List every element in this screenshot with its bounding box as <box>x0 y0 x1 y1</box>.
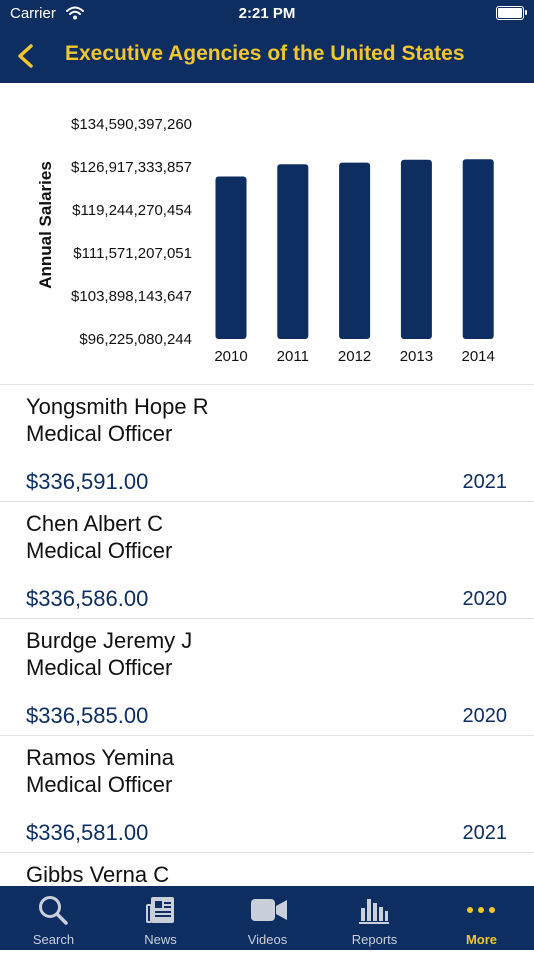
employee-title: Medical Officer <box>26 538 173 563</box>
list-item[interactable]: Chen Albert C Medical Officer $336,586.0… <box>0 501 534 618</box>
tab-more[interactable]: More <box>428 886 534 950</box>
salary-year: 2020 <box>462 705 508 727</box>
y-tick-label: $103,898,143,647 <box>71 288 192 305</box>
status-bar: Carrier 2:21 PM <box>0 0 534 28</box>
bar-2012 <box>339 162 371 339</box>
battery-icon <box>496 6 527 20</box>
bar-2010 <box>215 176 247 339</box>
wifi-icon <box>66 6 84 20</box>
tab-bar: Search News Videos Reports <box>0 886 534 950</box>
tab-label: More <box>465 932 498 947</box>
search-icon <box>39 896 68 925</box>
employee-name: Ramos Yemina <box>26 745 174 770</box>
bar-2011 <box>277 164 309 339</box>
chevron-left-icon <box>18 44 33 68</box>
tab-search[interactable]: Search <box>0 886 107 950</box>
employee-name: Burdge Jeremy J <box>26 628 193 653</box>
tab-news[interactable]: News <box>107 886 214 950</box>
employee-name: Yongsmith Hope R <box>26 394 209 419</box>
status-time: 2:21 PM <box>238 5 296 22</box>
salary-chart: Annual Salaries $96,225,080,244 $103,898,… <box>0 83 534 384</box>
newspaper-icon <box>146 897 174 923</box>
x-tick-label: 2012 <box>338 348 371 365</box>
x-tick-label: 2014 <box>462 348 495 365</box>
tab-reports[interactable]: Reports <box>321 886 428 950</box>
salary-year: 2021 <box>462 471 508 493</box>
y-axis-label: Annual Salaries <box>36 161 55 289</box>
employee-name: Gibbs Verna C <box>26 862 170 887</box>
y-tick-label: $126,917,333,857 <box>71 159 192 176</box>
list-item[interactable]: Yongsmith Hope R Medical Officer $336,59… <box>0 384 534 501</box>
navigation-bar: Executive Agencies of the United States <box>0 28 534 83</box>
video-camera-icon <box>251 899 287 921</box>
back-button[interactable] <box>10 36 46 74</box>
tab-label: Search <box>32 932 75 947</box>
tab-label: News <box>144 932 177 947</box>
carrier-label: Carrier <box>10 5 56 22</box>
bar-2014 <box>462 159 494 339</box>
salary-amount: $336,585.00 <box>26 703 149 728</box>
bar-chart: Annual Salaries $96,225,080,244 $103,898,… <box>36 116 495 365</box>
y-tick-label: $111,571,207,051 <box>73 245 192 262</box>
employee-name: Chen Albert C <box>26 511 163 536</box>
x-tick-label: 2010 <box>214 348 247 365</box>
salary-amount: $336,586.00 <box>26 586 149 611</box>
y-tick-label: $96,225,080,244 <box>79 331 192 348</box>
bar-chart-icon <box>359 899 389 924</box>
salary-amount: $336,591.00 <box>26 469 149 494</box>
y-tick-label: $119,244,270,454 <box>72 202 192 219</box>
salary-amount: $336,581.00 <box>26 820 149 845</box>
list-item[interactable]: Gibbs Verna C <box>0 852 534 969</box>
list-item[interactable]: Ramos Yemina Medical Officer $336,581.00… <box>0 735 534 852</box>
bar-2013 <box>400 159 432 339</box>
salary-year: 2020 <box>462 588 508 610</box>
employee-title: Medical Officer <box>26 772 173 797</box>
tab-videos[interactable]: Videos <box>214 886 321 950</box>
employee-title: Medical Officer <box>26 421 173 446</box>
y-tick-label: $134,590,397,260 <box>71 116 192 133</box>
x-tick-label: 2013 <box>400 348 433 365</box>
x-tick-label: 2011 <box>277 348 309 365</box>
more-dots-icon <box>467 907 495 913</box>
page-title: Executive Agencies of the United States <box>65 42 465 65</box>
tab-label: Reports <box>351 932 398 947</box>
employee-list[interactable]: Yongsmith Hope R Medical Officer $336,59… <box>0 384 534 969</box>
tab-label: Videos <box>247 932 288 947</box>
employee-title: Medical Officer <box>26 655 173 680</box>
salary-year: 2021 <box>462 822 508 844</box>
list-item[interactable]: Burdge Jeremy J Medical Officer $336,585… <box>0 618 534 735</box>
